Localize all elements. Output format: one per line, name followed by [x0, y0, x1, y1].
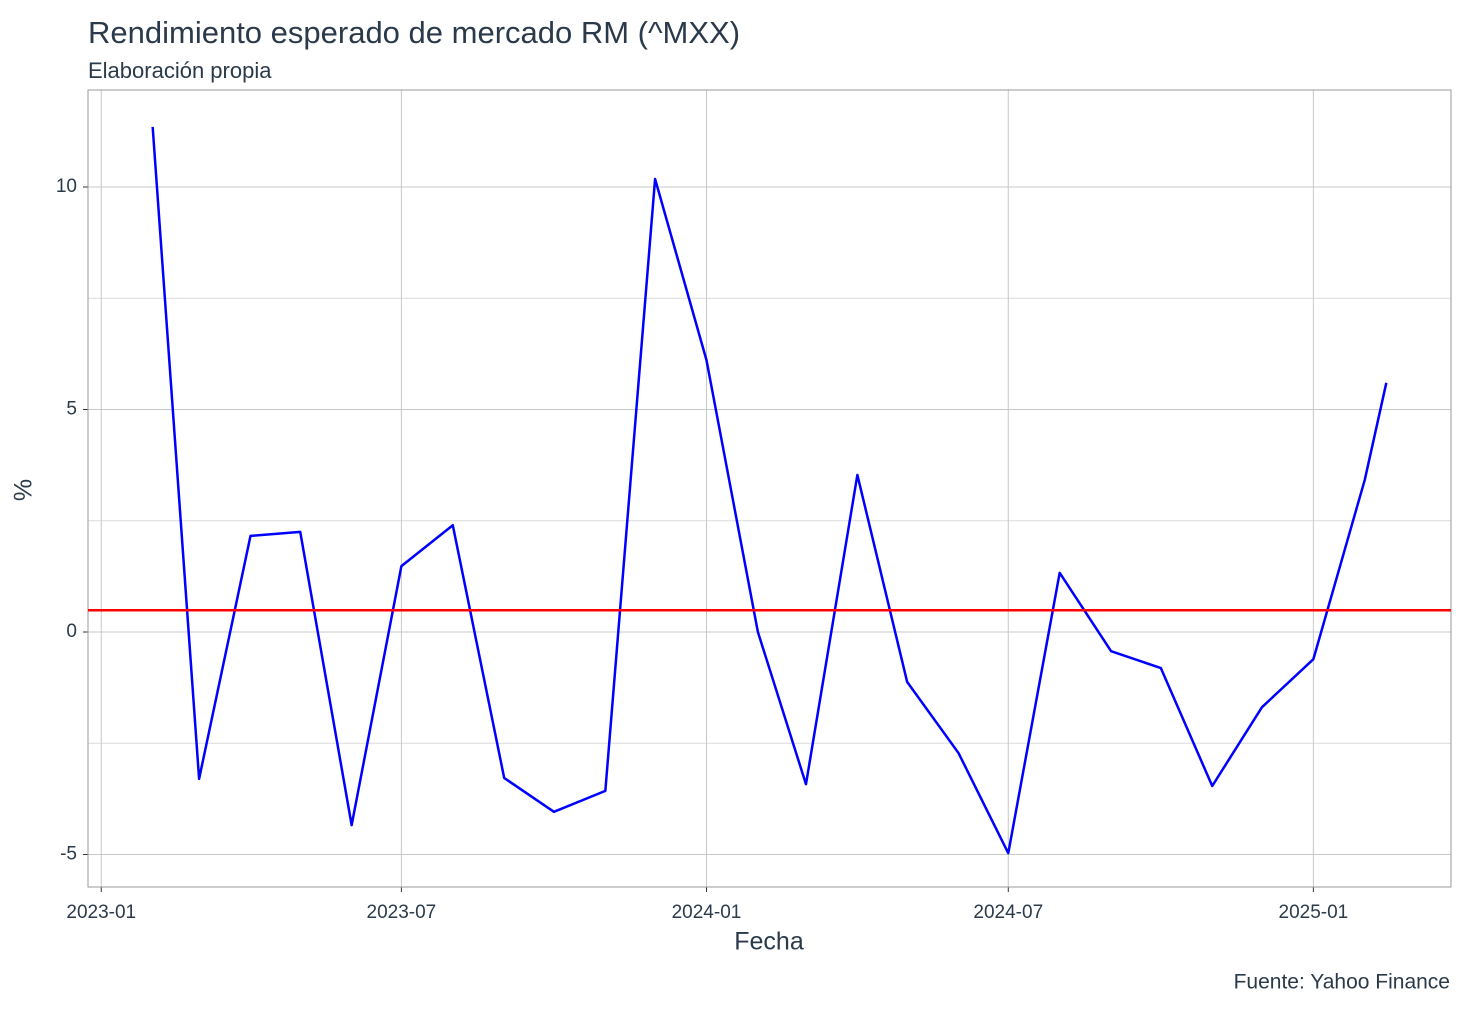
x-tick-label: 2024-01: [672, 902, 742, 923]
x-tick-label: 2024-07: [973, 902, 1043, 923]
chart-subtitle: Elaboración propia: [88, 58, 272, 83]
caption: Fuente: Yahoo Finance: [1234, 971, 1450, 994]
y-tick-label: 0: [66, 621, 77, 642]
chart-title: Rendimiento esperado de mercado RM (^MXX…: [88, 15, 740, 50]
y-tick-label: 10: [56, 176, 77, 197]
x-axis-label: Fecha: [734, 928, 804, 956]
plot-border: [87, 89, 1452, 888]
x-tick-label: 2023-07: [367, 902, 437, 923]
y-axis-label: %: [10, 479, 38, 501]
line-series: [151, 126, 1388, 855]
y-tick-label: 5: [66, 399, 77, 420]
x-tick-label: 2025-01: [1279, 902, 1349, 923]
x-tick-label: 2023-01: [66, 902, 136, 923]
y-tick-label: -5: [60, 844, 77, 865]
